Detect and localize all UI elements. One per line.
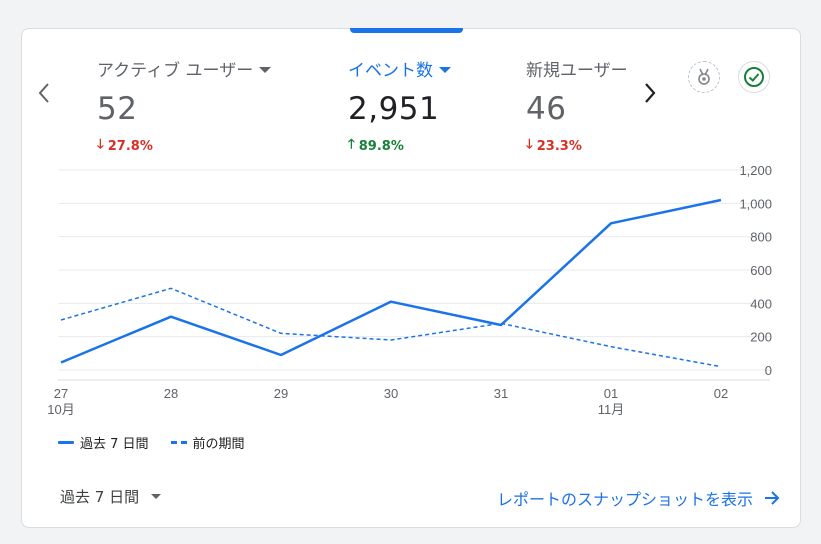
x-tick-sublabel: 10月 <box>47 402 74 417</box>
y-tick-label: 1,000 <box>739 196 772 211</box>
metric-label-text: 新規ユーザー <box>526 61 628 81</box>
y-tick-label: 1,200 <box>739 163 772 178</box>
legend-swatch-dashed <box>170 441 187 444</box>
x-tick-label: 27 <box>54 386 68 401</box>
chevron-right-icon[interactable] <box>640 80 660 106</box>
y-tick-label: 400 <box>750 296 772 311</box>
metrics-card <box>21 28 801 528</box>
x-tick-label: 29 <box>274 386 288 401</box>
caret-down-icon <box>151 494 162 499</box>
y-tick-label: 0 <box>765 363 772 378</box>
metric-delta-value: 23.3% <box>536 138 582 154</box>
chevron-left-icon[interactable] <box>34 80 54 106</box>
x-tick-label: 02 <box>714 386 728 401</box>
arrow-right-icon <box>765 491 780 505</box>
arrow-down-icon: 🡓 <box>97 137 104 152</box>
metric-label: 新規ユーザー <box>526 56 628 81</box>
series-line-previous <box>60 287 722 368</box>
period-select[interactable]: 過去 7 日間 <box>60 486 162 507</box>
metric-label: アクティブ ユーザー <box>97 56 272 81</box>
y-axis-ticks: 1,200 1,000 800 600 400 200 0 <box>739 163 772 378</box>
y-tick-label: 200 <box>750 330 772 345</box>
legend-label: 過去 7 日間 <box>80 437 149 452</box>
legend-label: 前の期間 <box>192 437 245 452</box>
legend-item-previous: 前の期間 <box>170 433 245 452</box>
metric-delta-value: 27.8% <box>107 138 153 154</box>
chart-grid <box>58 169 770 381</box>
metric-value: 46 <box>526 91 567 127</box>
metric-value: 2,951 <box>348 91 440 127</box>
metric-new-users[interactable]: 新規ユーザー 46 🡓 23.3% <box>526 56 628 157</box>
metric-label-text: イベント数 <box>348 61 433 81</box>
chart-series <box>60 198 722 368</box>
metric-delta: 🡑 89.8% <box>348 135 451 157</box>
y-tick-label: 600 <box>750 263 772 278</box>
metric-delta-value: 89.8% <box>358 138 404 154</box>
legend-swatch-solid <box>58 441 74 444</box>
legend-item-current: 過去 7 日間 <box>58 433 149 452</box>
x-tick-label: 28 <box>164 386 178 401</box>
ribbon-badge-icon[interactable] <box>688 61 720 93</box>
report-link-label: レポートのスナップショットを表示 <box>496 490 753 509</box>
x-tick-label: 30 <box>384 386 398 401</box>
arrow-down-icon: 🡓 <box>526 137 533 152</box>
metric-label: イベント数 <box>348 56 451 81</box>
series-line-current <box>60 198 722 364</box>
y-tick-label: 800 <box>750 230 772 245</box>
caret-down-icon <box>439 66 451 73</box>
view-report-snapshot-link[interactable]: レポートのスナップショットを表示 <box>497 486 781 510</box>
x-tick-label: 31 <box>494 386 508 401</box>
metric-event-count[interactable]: イベント数 2,951 🡑 89.8% <box>348 56 451 157</box>
metric-active-users[interactable]: アクティブ ユーザー 52 🡓 27.8% <box>97 56 272 157</box>
arrow-up-icon: 🡑 <box>348 137 355 152</box>
check-circle-icon[interactable] <box>738 61 770 93</box>
metric-delta: 🡓 23.3% <box>526 135 628 157</box>
metric-delta: 🡓 27.8% <box>97 135 271 157</box>
metric-value: 52 <box>97 91 138 127</box>
chart-legend: 過去 7 日間 前の期間 <box>58 433 245 452</box>
metric-label-text: アクティブ ユーザー <box>97 61 254 81</box>
caret-down-icon <box>259 66 272 73</box>
period-select-label: 過去 7 日間 <box>60 488 140 506</box>
x-tick-label: 01 <box>604 386 618 401</box>
x-tick-sublabel: 11月 <box>598 402 625 417</box>
active-tab-indicator <box>350 28 463 33</box>
